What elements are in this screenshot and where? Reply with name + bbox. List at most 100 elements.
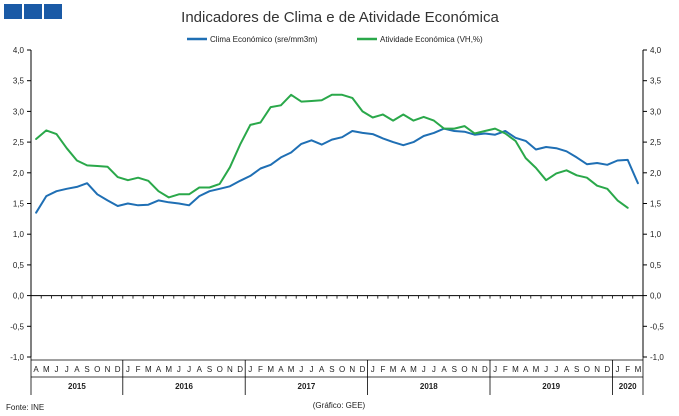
month-label: M	[533, 365, 540, 374]
month-label: N	[227, 365, 233, 374]
month-label: F	[136, 365, 141, 374]
year-label: 2018	[420, 382, 438, 391]
source-note: Fonte: INE	[6, 403, 44, 412]
year-label: 2019	[542, 382, 560, 391]
y-tick-label-right: 4,0	[650, 46, 662, 55]
month-label: J	[422, 365, 426, 374]
month-label: J	[371, 365, 375, 374]
axes: -1,0 -1,0 -0,5 -0,5 0,0 0,0 0,5 0,5 1,0 1,0 1,5 1,5…	[10, 46, 664, 362]
month-label: O	[217, 365, 223, 374]
month-label: M	[145, 365, 152, 374]
year-label: 2015	[68, 382, 86, 391]
month-label: A	[441, 365, 447, 374]
month-label: A	[197, 365, 203, 374]
month-label: J	[187, 365, 191, 374]
month-label: A	[564, 365, 570, 374]
month-label: F	[258, 365, 263, 374]
y-tick-label-left: 3,5	[13, 77, 25, 86]
credit-note: (Gráfico: GEE)	[313, 401, 366, 410]
y-tick-label-left: 2,5	[13, 138, 25, 147]
month-label: O	[94, 365, 100, 374]
month-label: A	[156, 365, 162, 374]
month-label: M	[288, 365, 295, 374]
y-tick-label-left: 0,0	[13, 292, 25, 301]
month-label: M	[390, 365, 397, 374]
month-label: M	[165, 365, 172, 374]
year-label: 2017	[298, 382, 316, 391]
month-label: S	[452, 365, 457, 374]
month-label: N	[349, 365, 355, 374]
y-tick-label-left: 3,0	[13, 107, 25, 116]
month-label: D	[482, 365, 488, 374]
month-label: J	[616, 365, 620, 374]
legend-label-atividade: Atividade Económica (VH,%)	[380, 35, 483, 44]
legend: Clima Económico (sre/mm3m) Atividade Eco…	[187, 35, 483, 44]
y-tick-label-right: 0,0	[650, 292, 662, 301]
month-label: M	[512, 365, 519, 374]
y-tick-label-right: 3,0	[650, 107, 662, 116]
logo-square-3	[44, 4, 62, 19]
chart-title: Indicadores de Clima e de Atividade Econ…	[181, 9, 499, 26]
month-label: N	[105, 365, 111, 374]
y-tick-label-left: 0,5	[13, 261, 25, 270]
y-tick-label-left: 4,0	[13, 46, 25, 55]
month-label: N	[472, 365, 478, 374]
year-label: 2020	[619, 382, 637, 391]
month-label: M	[267, 365, 274, 374]
month-label: J	[177, 365, 181, 374]
y-tick-label-left: -1,0	[10, 353, 24, 362]
month-label: M	[410, 365, 417, 374]
y-tick-label-right: -0,5	[650, 322, 664, 331]
y-tick-label-right: 1,5	[650, 200, 662, 209]
month-label: O	[461, 365, 467, 374]
month-label: A	[278, 365, 284, 374]
month-label: S	[329, 365, 334, 374]
month-label: J	[544, 365, 548, 374]
month-label: F	[503, 365, 508, 374]
y-tick-label-left: -0,5	[10, 322, 24, 331]
y-tick-label-right: -1,0	[650, 353, 664, 362]
year-label: 2016	[175, 382, 193, 391]
y-tick-label-left: 1,5	[13, 200, 25, 209]
month-label: D	[604, 365, 610, 374]
logo-square-2	[24, 4, 42, 19]
y-tick-label-left: 1,0	[13, 230, 25, 239]
month-label: D	[115, 365, 121, 374]
month-label: J	[493, 365, 497, 374]
month-label: A	[33, 365, 39, 374]
month-label: M	[635, 365, 642, 374]
month-label: M	[43, 365, 50, 374]
month-label: D	[360, 365, 366, 374]
month-label: J	[554, 365, 558, 374]
month-label: S	[574, 365, 579, 374]
month-label: F	[380, 365, 385, 374]
y-tick-label-left: 2,0	[13, 169, 25, 178]
month-label: D	[237, 365, 243, 374]
month-label: F	[625, 365, 630, 374]
month-label: S	[84, 365, 89, 374]
y-tick-label-right: 0,5	[650, 261, 662, 270]
month-label: J	[126, 365, 130, 374]
month-label: A	[523, 365, 529, 374]
month-label: O	[584, 365, 590, 374]
month-label: A	[401, 365, 407, 374]
month-label: J	[248, 365, 252, 374]
month-label: S	[207, 365, 212, 374]
month-label: J	[432, 365, 436, 374]
y-tick-label-right: 3,5	[650, 77, 662, 86]
legend-label-clima: Clima Económico (sre/mm3m)	[210, 35, 318, 44]
y-tick-label-right: 2,5	[650, 138, 662, 147]
series-line-clima	[35, 127, 639, 214]
month-label: J	[65, 365, 69, 374]
series-layer	[35, 93, 639, 214]
month-label: N	[594, 365, 600, 374]
y-tick-label-right: 2,0	[650, 169, 662, 178]
y-tick-label-right: 1,0	[650, 230, 662, 239]
month-label: A	[74, 365, 80, 374]
month-label: O	[339, 365, 345, 374]
month-label: J	[299, 365, 303, 374]
month-label: J	[310, 365, 314, 374]
series-line-atividade	[35, 93, 629, 209]
